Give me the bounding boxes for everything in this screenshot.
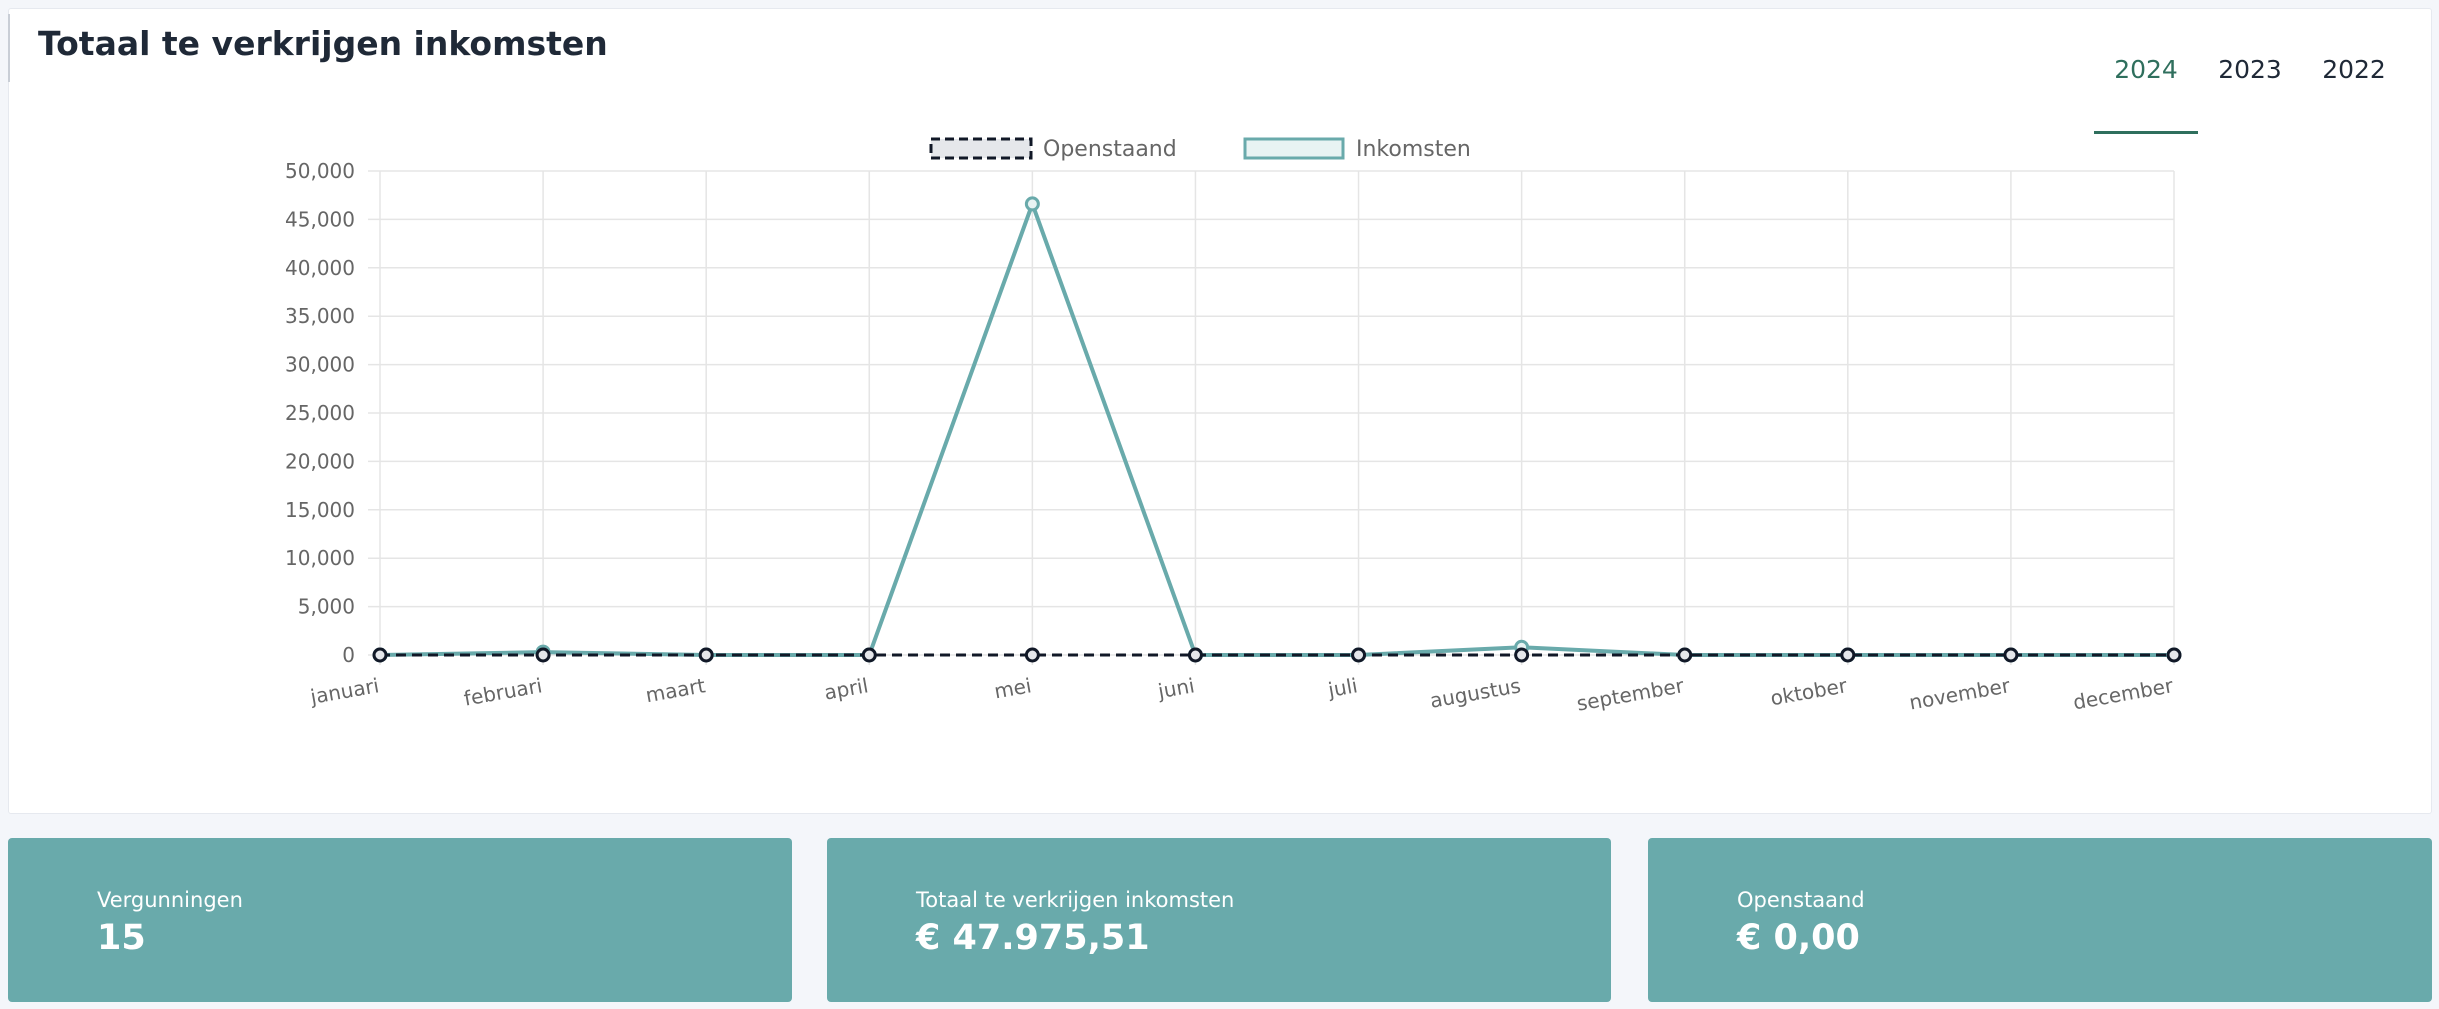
data-point-openstaand[interactable] xyxy=(372,647,388,663)
card-totaal-inkomsten: Totaal te verkrijgen inkomsten € 47.975,… xyxy=(827,838,1611,1002)
data-point-openstaand[interactable] xyxy=(861,647,877,663)
x-tick-label: januari xyxy=(308,673,381,709)
x-tick-label: oktober xyxy=(1769,673,1850,710)
x-tick-label: februari xyxy=(462,673,544,710)
tab-2023[interactable]: 2023 xyxy=(2218,55,2282,84)
data-point-openstaand[interactable] xyxy=(535,647,551,663)
y-tick-label: 50,000 xyxy=(285,159,355,183)
y-tick-label: 35,000 xyxy=(285,304,355,328)
chart-series xyxy=(372,196,2182,663)
data-point-openstaand[interactable] xyxy=(1187,647,1203,663)
year-tabs: 2024 2023 2022 xyxy=(2094,50,2414,134)
card-value: € 0,00 xyxy=(1737,918,1860,958)
y-tick-label: 10,000 xyxy=(285,546,355,570)
card-openstaand: Openstaand € 0,00 xyxy=(1648,838,2432,1002)
tab-2022[interactable]: 2022 xyxy=(2322,55,2386,84)
x-tick-label: april xyxy=(822,673,870,704)
data-point-openstaand[interactable] xyxy=(1514,647,1530,663)
data-point-openstaand[interactable] xyxy=(1840,647,1856,663)
data-point-inkomsten[interactable] xyxy=(1024,196,1040,212)
y-tick-label: 30,000 xyxy=(285,353,355,377)
y-tick-label: 15,000 xyxy=(285,498,355,522)
series-line-inkomsten xyxy=(379,198,2174,657)
y-tick-label: 45,000 xyxy=(285,207,355,231)
y-tick-label: 0 xyxy=(342,643,355,667)
chart-legend: Openstaand Inkomsten xyxy=(929,137,1471,162)
legend-swatch-inkomsten[interactable] xyxy=(1243,137,1345,160)
y-tick-label: 40,000 xyxy=(285,256,355,280)
x-tick-label: september xyxy=(1575,673,1687,716)
card-label: Vergunningen xyxy=(97,888,243,912)
y-tick-label: 25,000 xyxy=(285,401,355,425)
x-tick-label: mei xyxy=(992,673,1033,703)
card-label: Openstaand xyxy=(1737,888,1865,912)
legend-swatch-openstaand[interactable] xyxy=(929,137,1033,160)
income-line-chart: 0 5,000 10,000 15,000 20,000 25,000 30,000 35,0… xyxy=(285,137,2182,716)
data-point-openstaand[interactable] xyxy=(1677,647,1693,663)
y-tick-label: 5,000 xyxy=(298,595,355,619)
legend-label-openstaand[interactable]: Openstaand xyxy=(1043,137,1177,162)
income-chart-panel xyxy=(8,8,2432,814)
y-axis-ticks: 0 5,000 10,000 15,000 20,000 25,000 30,000 35,0… xyxy=(285,159,355,667)
x-axis-ticks: januari februari maart april mei juni juli augu… xyxy=(308,673,2176,716)
card-vergunningen: Vergunningen 15 xyxy=(8,838,792,1002)
data-point-openstaand[interactable] xyxy=(2166,647,2182,663)
data-point-openstaand[interactable] xyxy=(1024,647,1040,663)
chart-grid xyxy=(368,170,2175,665)
x-tick-label: maart xyxy=(644,673,707,707)
panel-accent-bar xyxy=(8,14,10,82)
data-point-openstaand[interactable] xyxy=(2003,647,2019,663)
x-tick-label: augustus xyxy=(1428,673,1522,713)
x-tick-label: december xyxy=(2071,673,2175,714)
x-tick-label: juli xyxy=(1325,673,1359,702)
tab-2024[interactable]: 2024 xyxy=(2094,50,2198,134)
x-tick-label: juni xyxy=(1155,673,1196,703)
y-tick-label: 20,000 xyxy=(285,449,355,473)
page-title: Totaal te verkrijgen inkomsten xyxy=(38,24,608,63)
data-point-openstaand[interactable] xyxy=(698,647,714,663)
legend-label-inkomsten[interactable]: Inkomsten xyxy=(1356,137,1471,162)
card-value: 15 xyxy=(97,918,146,958)
card-value: € 47.975,51 xyxy=(916,918,1150,958)
data-point-openstaand[interactable] xyxy=(1351,647,1367,663)
card-label: Totaal te verkrijgen inkomsten xyxy=(916,888,1235,912)
x-tick-label: november xyxy=(1907,673,2012,714)
